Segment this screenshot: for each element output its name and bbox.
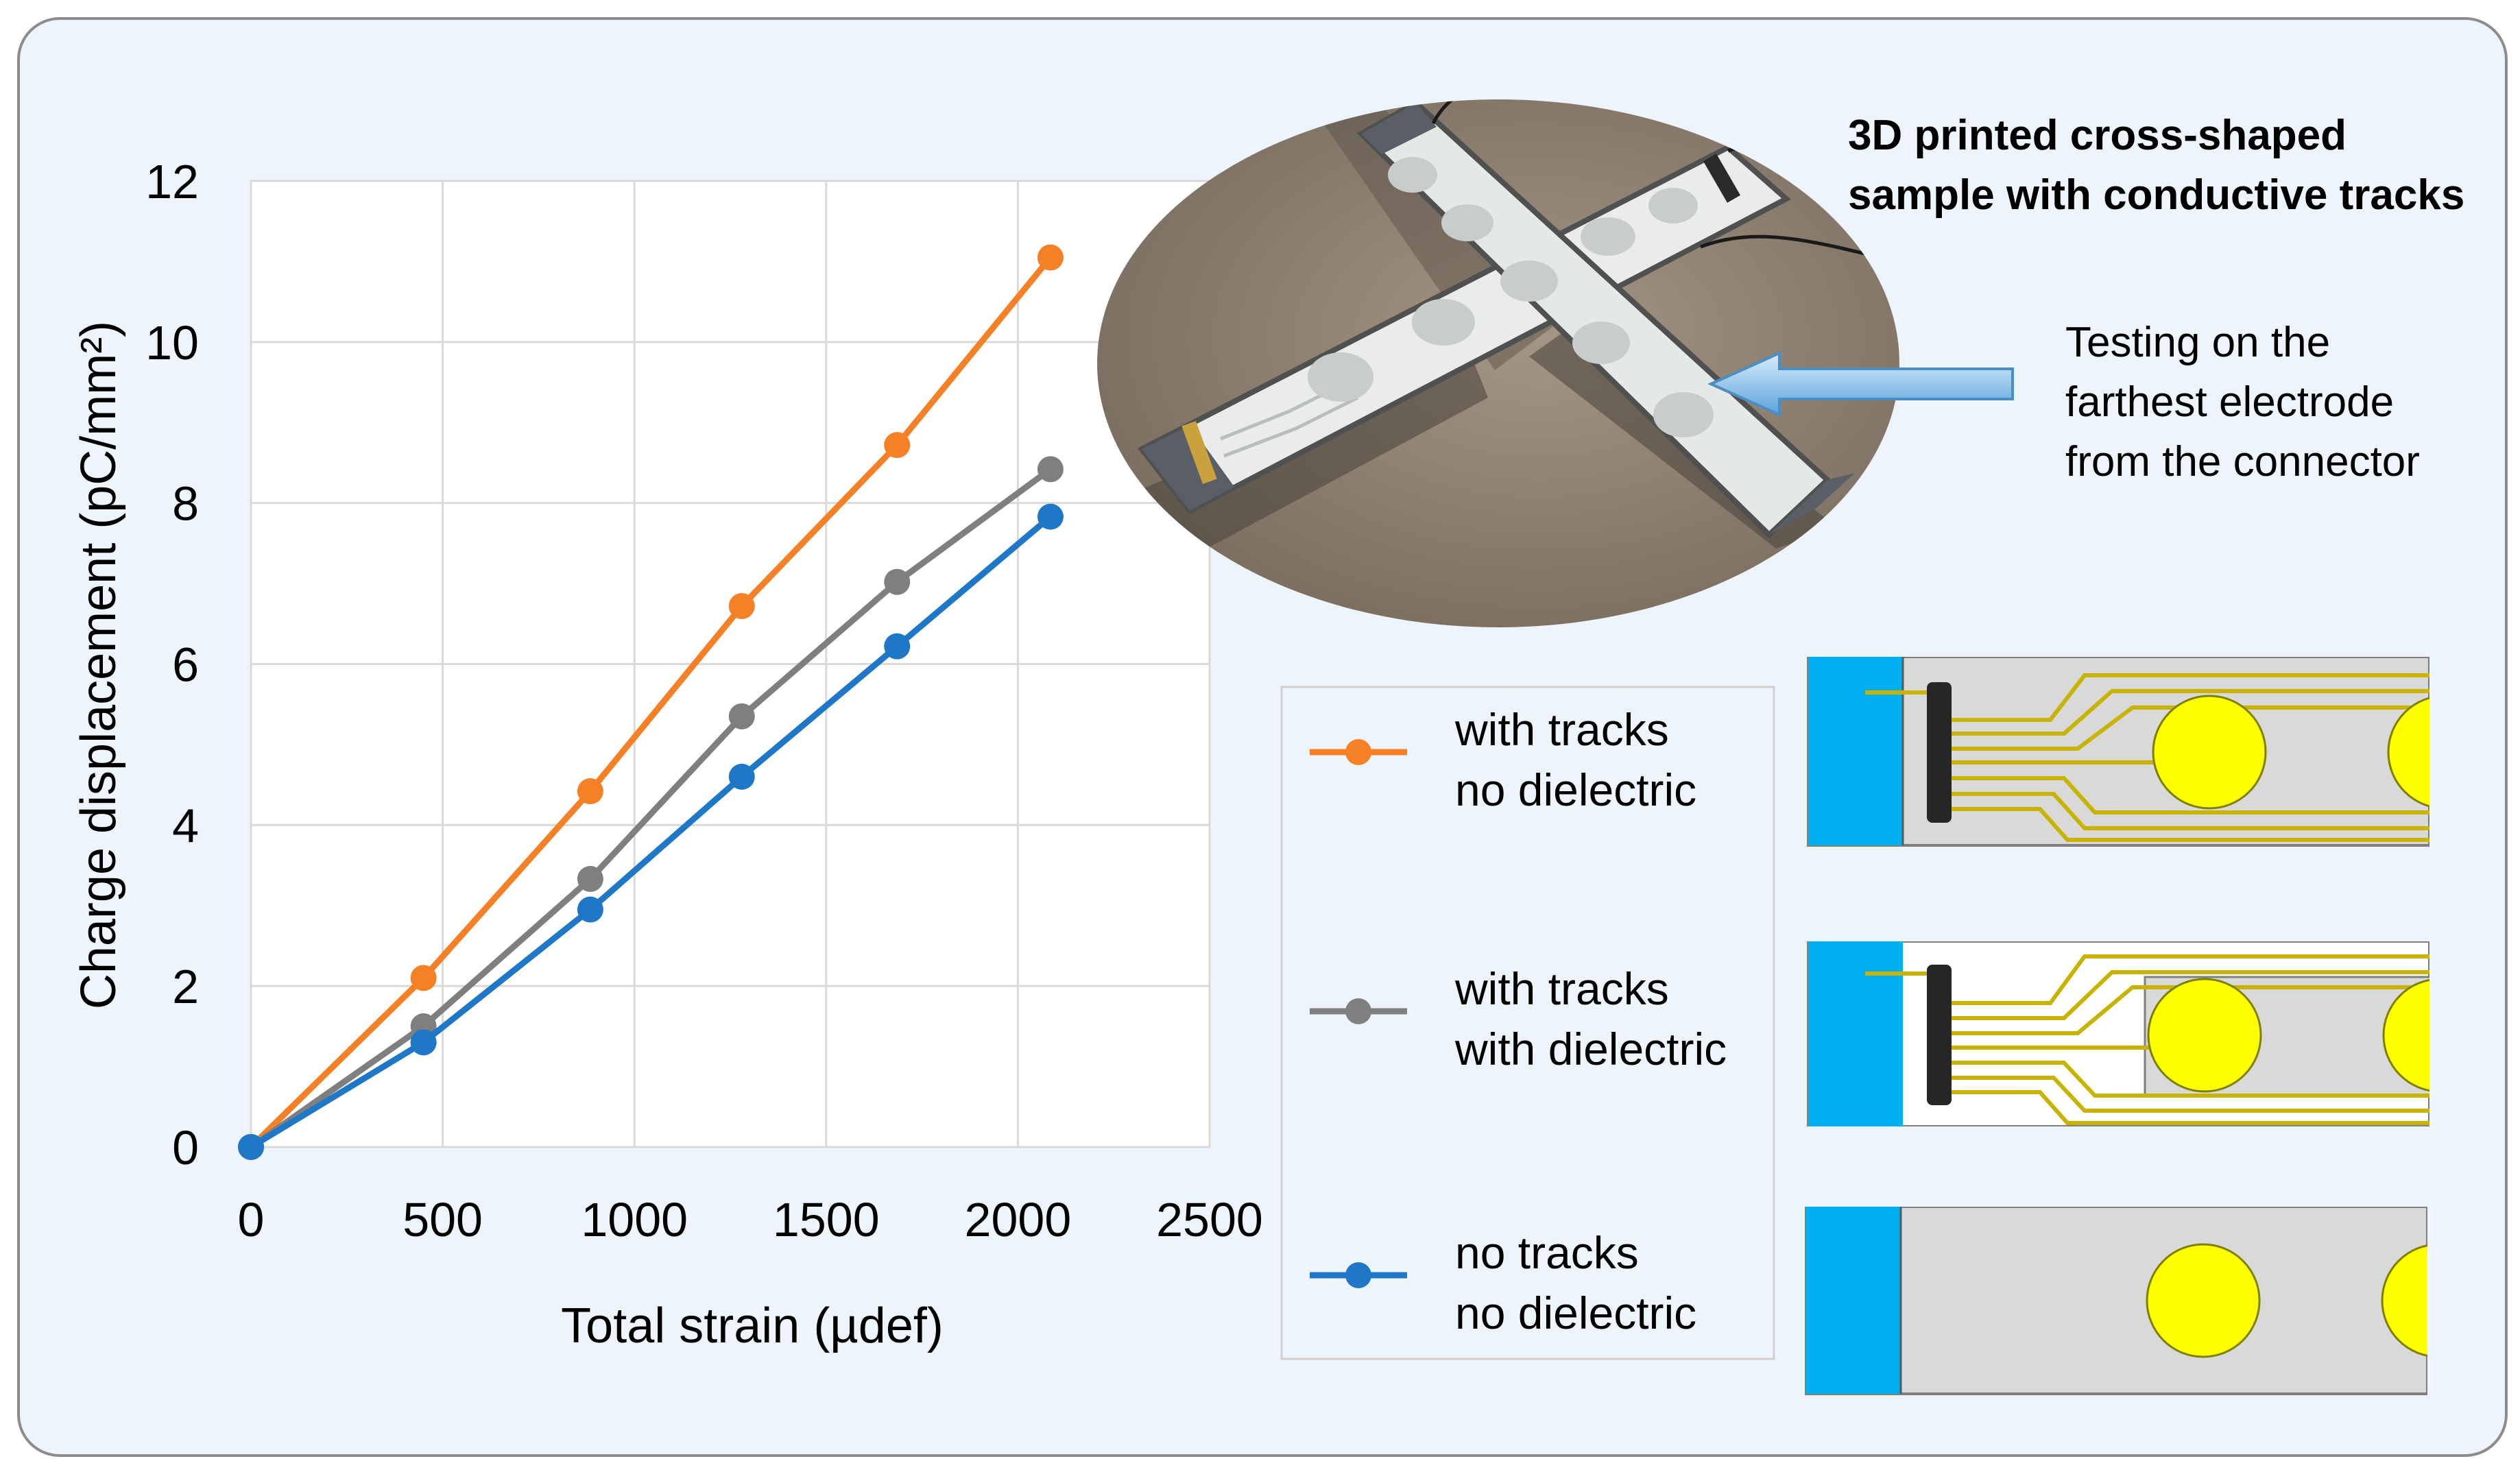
grid-lines bbox=[250, 180, 1211, 1148]
y-tick-label: 10 bbox=[145, 316, 199, 370]
legend-item: with tracks with dielectric bbox=[1310, 963, 1727, 1074]
data-point bbox=[728, 592, 755, 619]
legend-swatch-marker bbox=[1345, 998, 1371, 1024]
data-point bbox=[577, 866, 603, 893]
series-line bbox=[249, 466, 1053, 1150]
data-point bbox=[884, 432, 911, 459]
sample-photo bbox=[1097, 99, 1899, 627]
data-point bbox=[1037, 456, 1064, 483]
data-point bbox=[1037, 503, 1064, 530]
legend-label: with tracks bbox=[1454, 704, 1669, 755]
legend-swatch-marker bbox=[1345, 739, 1371, 765]
legend-item: no tracks no dielectric bbox=[1310, 1227, 1696, 1338]
data-point bbox=[410, 965, 437, 991]
series-2 bbox=[238, 503, 1064, 1160]
tick-labels: 0 2 4 6 8 10 12 0 500 1000 1500 2000 2500 bbox=[145, 155, 1263, 1246]
y-tick-label: 0 bbox=[172, 1121, 199, 1174]
arrow-text-line-1: Testing on the bbox=[2065, 319, 2330, 366]
data-point bbox=[577, 896, 603, 923]
x-tick-label: 500 bbox=[403, 1193, 483, 1246]
legend-label: no tracks bbox=[1455, 1227, 1639, 1278]
legend-label: no dielectric bbox=[1455, 1288, 1696, 1338]
y-tick-label: 6 bbox=[172, 638, 199, 692]
series-group bbox=[238, 244, 1064, 1160]
legend-swatch-marker bbox=[1345, 1262, 1371, 1288]
photo-title-line-2: sample with conductive tracks bbox=[1848, 171, 2464, 219]
data-point bbox=[410, 1029, 437, 1056]
schematic-tracks-with-dielectric bbox=[1807, 941, 2429, 1126]
schematic-tracks-no-dielectric bbox=[1807, 657, 2429, 847]
data-point bbox=[728, 763, 755, 790]
data-point bbox=[728, 703, 755, 729]
x-tick-label: 1500 bbox=[773, 1193, 880, 1246]
schematic-no-tracks bbox=[1805, 1207, 2427, 1395]
pointer-arrow bbox=[1707, 350, 2014, 418]
photo-title-line-1: 3D printed cross-shaped bbox=[1848, 112, 2347, 159]
x-tick-label: 2500 bbox=[1156, 1193, 1263, 1246]
y-axis-title: Charge displacement (pC/mm²) bbox=[71, 321, 126, 1009]
arrow-text-line-3: from the connector bbox=[2065, 438, 2420, 485]
data-point bbox=[577, 778, 603, 805]
legend-item: with tracks no dielectric bbox=[1310, 704, 1696, 815]
y-tick-label: 4 bbox=[172, 799, 199, 852]
legend-label: with tracks bbox=[1454, 963, 1669, 1014]
legend-label: no dielectric bbox=[1455, 764, 1696, 815]
data-point bbox=[1037, 244, 1064, 271]
data-point bbox=[884, 568, 911, 595]
x-tick-label: 0 bbox=[238, 1193, 265, 1246]
arrow-text-line-2: farthest electrode bbox=[2065, 378, 2394, 426]
data-point bbox=[238, 1134, 264, 1160]
x-tick-label: 2000 bbox=[965, 1193, 1072, 1246]
x-tick-label: 1000 bbox=[581, 1193, 688, 1246]
y-tick-label: 2 bbox=[172, 960, 199, 1013]
data-point bbox=[884, 633, 911, 660]
legend-label: with dielectric bbox=[1454, 1024, 1727, 1074]
y-tick-label: 12 bbox=[145, 155, 199, 208]
y-tick-label: 8 bbox=[172, 477, 199, 531]
series-line bbox=[248, 255, 1053, 1150]
series-line bbox=[249, 514, 1053, 1150]
x-axis-title: Total strain (µdef) bbox=[561, 1299, 944, 1353]
